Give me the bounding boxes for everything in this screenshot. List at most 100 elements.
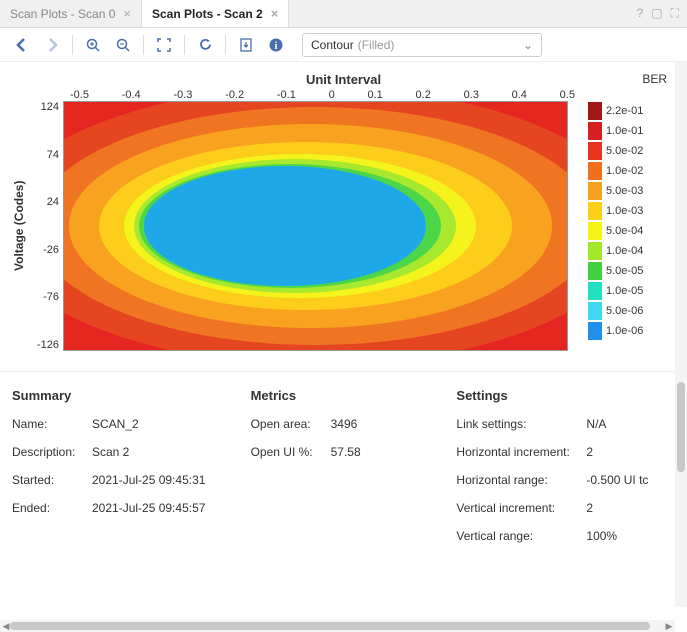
description-value: Scan 2 [92, 445, 129, 459]
legend-swatch [588, 222, 602, 240]
panel-controls: ? ▢ ⛶ [637, 6, 687, 21]
export-button[interactable] [232, 31, 260, 59]
horizontal-scrollbar[interactable]: ◀ ▶ [0, 620, 675, 632]
description-key: Description: [12, 445, 92, 459]
legend-label: 5.0e-03 [606, 185, 643, 197]
v-range-value: 100% [586, 529, 617, 543]
legend-item: 1.0e-06 [588, 321, 643, 341]
legend-item: 1.0e-02 [588, 161, 643, 181]
h-range-key: Horizontal range: [456, 473, 586, 487]
forward-button[interactable] [38, 31, 66, 59]
legend-item: 1.0e-01 [588, 121, 643, 141]
x-tick: -0.4 [122, 89, 141, 101]
open-area-key: Open area: [251, 417, 331, 431]
legend-label: 5.0e-02 [606, 145, 643, 157]
legend-swatch [588, 262, 602, 280]
x-tick: 0.2 [416, 89, 431, 101]
started-key: Started: [12, 473, 92, 487]
plot-type-value: Contour [311, 38, 354, 52]
legend-label: 5.0e-04 [606, 225, 643, 237]
legend-label: 5.0e-05 [606, 265, 643, 277]
x-tick: -0.3 [173, 89, 192, 101]
info-button[interactable]: i [262, 31, 290, 59]
legend-label: 5.0e-06 [606, 305, 643, 317]
color-legend: 2.2e-011.0e-015.0e-021.0e-025.0e-031.0e-… [588, 101, 643, 351]
x-tick: 0.4 [512, 89, 527, 101]
legend-label: 1.0e-06 [606, 325, 643, 337]
back-button[interactable] [8, 31, 36, 59]
ended-key: Ended: [12, 501, 92, 515]
metrics-heading: Metrics [251, 388, 437, 403]
zoom-out-button[interactable] [109, 31, 137, 59]
v-range-key: Vertical range: [456, 529, 586, 543]
chevron-down-icon: ⌄ [523, 38, 533, 52]
vertical-scrollbar[interactable] [675, 62, 687, 607]
x-tick: 0.3 [464, 89, 479, 101]
legend-swatch [588, 182, 602, 200]
close-icon[interactable]: × [271, 6, 279, 21]
tab-scan-2[interactable]: Scan Plots - Scan 2 × [142, 0, 289, 27]
h-increment-key: Horizontal increment: [456, 445, 586, 459]
name-key: Name: [12, 417, 92, 431]
scrollbar-thumb[interactable] [677, 382, 685, 472]
y-tick: -76 [28, 291, 59, 303]
x-tick: 0 [329, 89, 335, 101]
tab-bar: Scan Plots - Scan 0 × Scan Plots - Scan … [0, 0, 687, 28]
legend-label: 1.0e-04 [606, 245, 643, 257]
contour-plot[interactable] [63, 101, 568, 351]
link-settings-key: Link settings: [456, 417, 586, 431]
open-area-value: 3496 [331, 417, 358, 431]
legend-item: 5.0e-06 [588, 301, 643, 321]
zoom-in-button[interactable] [79, 31, 107, 59]
started-value: 2021-Jul-25 09:45:31 [92, 473, 205, 487]
close-icon[interactable]: × [123, 6, 131, 21]
y-tick: -26 [28, 244, 59, 256]
maximize-icon[interactable]: ⛶ [671, 6, 679, 21]
ended-value: 2021-Jul-25 09:45:57 [92, 501, 205, 515]
legend-item: 1.0e-04 [588, 241, 643, 261]
v-increment-key: Vertical increment: [456, 501, 586, 515]
x-tick: 0.1 [367, 89, 382, 101]
help-icon[interactable]: ? [637, 6, 644, 21]
scrollbar-thumb[interactable] [10, 622, 650, 630]
tab-label: Scan Plots - Scan 0 [10, 7, 115, 21]
refresh-button[interactable] [191, 31, 219, 59]
metrics-section: Metrics Open area:3496 Open UI %:57.58 [251, 388, 437, 557]
y-axis-title: Voltage (Codes) [10, 101, 28, 351]
h-range-value: -0.500 UI tc [586, 473, 648, 487]
legend-item: 1.0e-05 [588, 281, 643, 301]
legend-item: 5.0e-02 [588, 141, 643, 161]
settings-heading: Settings [456, 388, 675, 403]
legend-swatch [588, 102, 602, 120]
x-tick: -0.2 [225, 89, 244, 101]
legend-swatch [588, 202, 602, 220]
open-ui-key: Open UI %: [251, 445, 331, 459]
plot-type-select[interactable]: Contour (Filled) ⌄ [302, 33, 542, 57]
legend-swatch [588, 122, 602, 140]
y-tick: -126 [28, 339, 59, 351]
y-tick: 124 [28, 101, 59, 113]
plot-area: Unit Interval BER -0.5-0.4-0.3-0.2-0.100… [0, 62, 687, 351]
contour-band [144, 166, 426, 285]
legend-swatch [588, 242, 602, 260]
minimize-icon[interactable]: ▢ [651, 6, 662, 21]
x-tick: -0.1 [277, 89, 296, 101]
svg-text:i: i [275, 41, 278, 52]
legend-swatch [588, 282, 602, 300]
v-increment-value: 2 [586, 501, 593, 515]
legend-swatch [588, 322, 602, 340]
fullscreen-button[interactable] [150, 31, 178, 59]
tab-label: Scan Plots - Scan 2 [152, 7, 263, 21]
x-axis-ticks: -0.5-0.4-0.3-0.2-0.100.10.20.30.40.5 [70, 89, 575, 101]
legend-label: 1.0e-03 [606, 205, 643, 217]
tab-scan-0[interactable]: Scan Plots - Scan 0 × [0, 0, 142, 27]
legend-item: 1.0e-03 [588, 201, 643, 221]
summary-heading: Summary [12, 388, 231, 403]
legend-item: 5.0e-05 [588, 261, 643, 281]
scroll-right-icon[interactable]: ▶ [663, 620, 675, 632]
legend-swatch [588, 302, 602, 320]
legend-item: 5.0e-04 [588, 221, 643, 241]
legend-swatch [588, 142, 602, 160]
name-value: SCAN_2 [92, 417, 139, 431]
y-tick: 24 [28, 196, 59, 208]
